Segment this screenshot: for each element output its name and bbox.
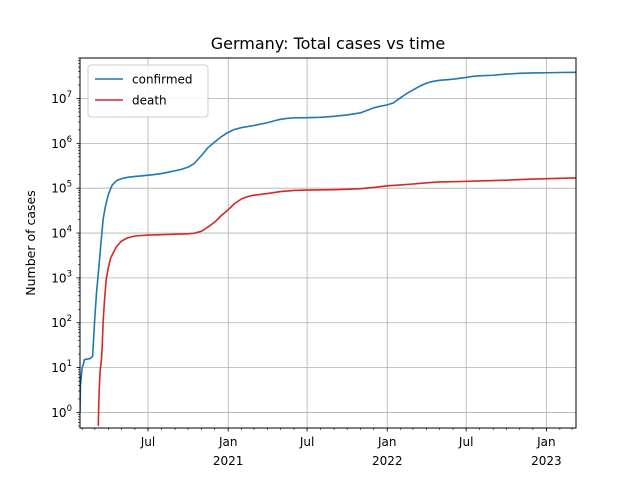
chart-title: Germany: Total cases vs time xyxy=(211,34,446,53)
y-tick-exponent: 4 xyxy=(67,225,72,235)
legend: confirmed death xyxy=(87,64,209,118)
x-tick-label: Jan xyxy=(377,435,397,449)
series-line-confirmed xyxy=(80,71,576,413)
y-tick-exponent: 6 xyxy=(67,135,72,145)
plot-series xyxy=(80,71,576,426)
y-axis-label: Number of cases xyxy=(23,190,38,295)
y-tick-exponent: 2 xyxy=(67,314,72,324)
x-tick-label: Jul xyxy=(299,435,314,449)
x-tick-year-label: 2021 xyxy=(213,454,244,468)
legend-box xyxy=(87,64,209,118)
series-line-death xyxy=(97,177,576,426)
x-tick-year-label: 2022 xyxy=(372,454,403,468)
x-tick-label: Jul xyxy=(458,435,473,449)
x-tick-label: Jul xyxy=(140,435,155,449)
y-tick-exponent: 3 xyxy=(67,269,72,279)
y-tick-exponent: 7 xyxy=(67,90,72,100)
legend-label-death: death xyxy=(132,94,167,108)
y-tick-exponent: 5 xyxy=(67,180,72,190)
legend-label-confirmed: confirmed xyxy=(132,73,193,87)
x-tick-label: Jan xyxy=(536,435,556,449)
y-tick-exponent: 1 xyxy=(67,359,72,369)
x-tick-year-label: 2023 xyxy=(531,454,562,468)
x-tick-label: Jan xyxy=(218,435,238,449)
y-tick-exponent: 0 xyxy=(67,404,72,414)
